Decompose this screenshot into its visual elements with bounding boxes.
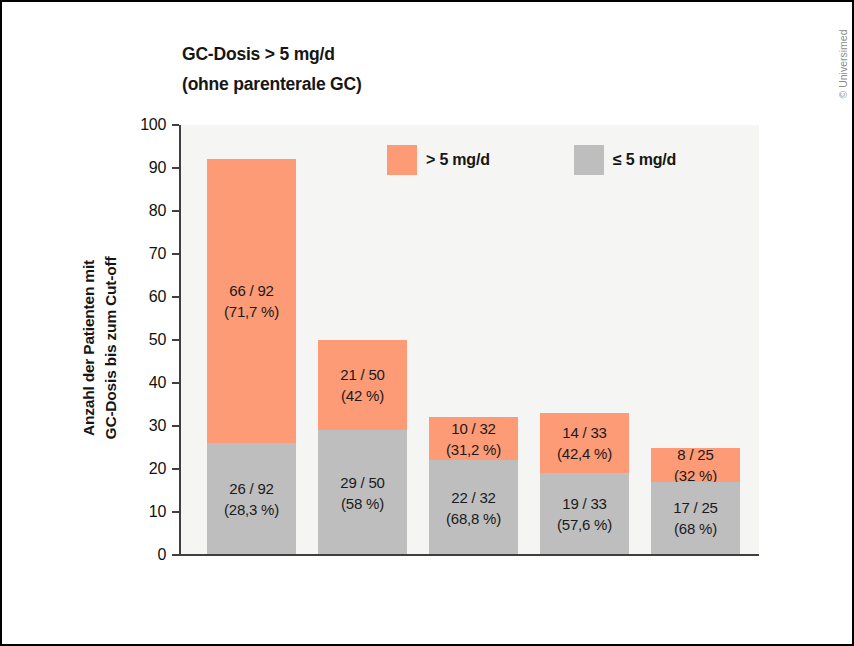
bar-segment-le5mgd: 29 / 50(58 %) xyxy=(318,430,407,555)
legend-swatch-gt5mgd xyxy=(387,145,417,175)
bar-segment-label: 19 / 33 xyxy=(562,493,606,514)
bar-segment-label: 66 / 92 xyxy=(229,280,273,301)
y-tick-label: 40 xyxy=(116,374,166,392)
y-tick-label: 90 xyxy=(116,159,166,177)
bar-segment-label: (57,6 %) xyxy=(557,514,612,535)
y-axis-title-line1: Anzahl der Patienten mit xyxy=(78,257,100,440)
y-tick-label: 30 xyxy=(116,417,166,435)
y-tick-mark xyxy=(172,124,179,126)
bar-segment-gt5mgd: 10 / 32(31,2 %) xyxy=(429,417,518,460)
bar-segment-label: 21 / 50 xyxy=(340,364,384,385)
y-tick-label: 70 xyxy=(116,245,166,263)
y-tick-label: 0 xyxy=(116,546,166,564)
bar-segment-gt5mgd: 8 / 25(32 %) xyxy=(651,448,740,482)
y-tick-label: 60 xyxy=(116,288,166,306)
y-tick-mark xyxy=(172,511,179,513)
bar-segment-label: (28,3 %) xyxy=(224,499,279,520)
bar-segment-label: (68 %) xyxy=(674,518,717,539)
y-tick-mark xyxy=(172,210,179,212)
bar-segment-label: 17 / 25 xyxy=(673,497,717,518)
chart-title-line2: (ohne parenterale GC) xyxy=(182,69,362,99)
bar-segment-gt5mgd: 21 / 50(42 %) xyxy=(318,340,407,430)
y-tick-label: 20 xyxy=(116,460,166,478)
y-tick-mark xyxy=(172,253,179,255)
y-tick-mark xyxy=(172,425,179,427)
bar-segment-le5mgd: 22 / 32(68,8 %) xyxy=(429,460,518,555)
stacked-bar: 8 / 25(32 %)17 / 25(68 %) xyxy=(651,448,740,555)
y-tick-label: 50 xyxy=(116,331,166,349)
bar-segment-le5mgd: 19 / 33(57,6 %) xyxy=(540,473,629,555)
bar-segment-label: 29 / 50 xyxy=(340,472,384,493)
bar-segment-label: (31,2 %) xyxy=(446,439,501,460)
legend-swatch-le5mgd xyxy=(574,145,604,175)
y-tick-label: 80 xyxy=(116,202,166,220)
y-tick-label: 10 xyxy=(116,503,166,521)
stacked-bar: 66 / 92(71,7 %)26 / 92(28,3 %) xyxy=(207,159,296,555)
copyright-text: © Universimed xyxy=(837,29,849,98)
bar-segment-gt5mgd: 66 / 92(71,7 %) xyxy=(207,159,296,443)
bar-segment-label: 26 / 92 xyxy=(229,478,273,499)
bar-segment-label: 10 / 32 xyxy=(451,418,495,439)
bar-segment-label: (42,4 %) xyxy=(557,443,612,464)
chart-title: GC-Dosis > 5 mg/d (ohne parenterale GC) xyxy=(182,39,362,99)
y-tick-mark xyxy=(172,382,179,384)
legend-label-le5mgd: ≤ 5 mg/d xyxy=(613,145,676,175)
y-tick-mark xyxy=(172,167,179,169)
bar-segment-gt5mgd: 14 / 33(42,4 %) xyxy=(540,413,629,473)
bar-segment-label: (68,8 %) xyxy=(446,508,501,529)
bar-segment-label: 22 / 32 xyxy=(451,487,495,508)
legend-label-gt5mgd: > 5 mg/d xyxy=(426,145,490,175)
bar-segment-label: 14 / 33 xyxy=(562,422,606,443)
chart-title-line1: GC-Dosis > 5 mg/d xyxy=(182,39,362,69)
y-tick-mark xyxy=(172,296,179,298)
y-tick-mark xyxy=(172,339,179,341)
y-tick-mark xyxy=(172,468,179,470)
y-tick-mark xyxy=(172,554,179,556)
y-axis-line xyxy=(179,125,181,556)
chart-frame: © Universimed GC-Dosis > 5 mg/d (ohne pa… xyxy=(0,0,854,646)
plot-area: > 5 mg/d≤ 5 mg/d 66 / 92(71,7 %)26 / 92(… xyxy=(181,125,759,555)
stacked-bar: 21 / 50(42 %)29 / 50(58 %) xyxy=(318,340,407,555)
bar-segment-label: (42 %) xyxy=(341,385,384,406)
bar-segment-label: 8 / 25 xyxy=(677,444,713,465)
y-tick-label: 100 xyxy=(116,116,166,134)
bar-segment-le5mgd: 17 / 25(68 %) xyxy=(651,482,740,555)
bar-segment-le5mgd: 26 / 92(28,3 %) xyxy=(207,443,296,555)
stacked-bar: 10 / 32(31,2 %)22 / 32(68,8 %) xyxy=(429,417,518,555)
bar-segment-label: (58 %) xyxy=(341,493,384,514)
bar-segment-label: (71,7 %) xyxy=(224,301,279,322)
stacked-bar: 14 / 33(42,4 %)19 / 33(57,6 %) xyxy=(540,413,629,555)
x-axis-line xyxy=(179,554,759,556)
